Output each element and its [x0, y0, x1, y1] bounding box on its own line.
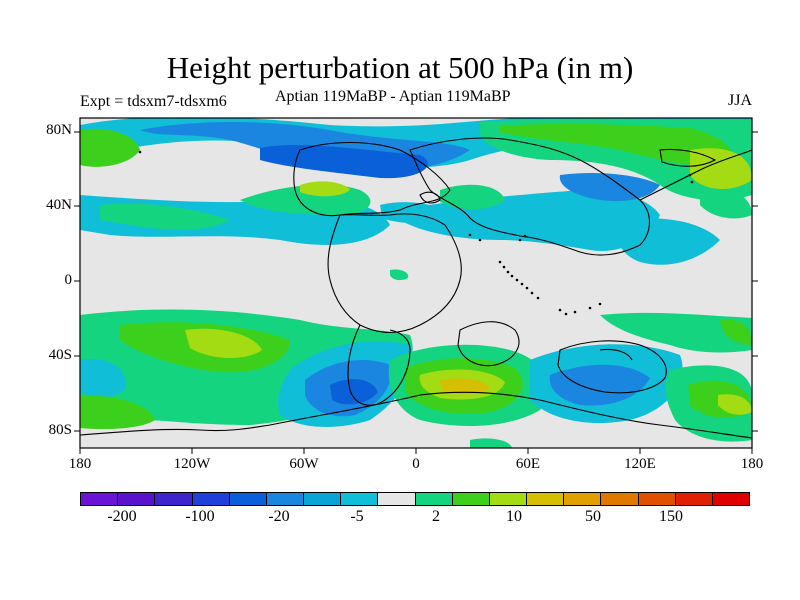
experiment-label: Expt = tdsxm7-tdsxm6: [80, 93, 227, 110]
colorbar-label: -5: [350, 508, 364, 525]
colorbar-label: -200: [107, 508, 137, 525]
colorbar-label: 2: [432, 508, 440, 525]
colorbar-segment: [601, 493, 639, 505]
colorbar-segment: [712, 493, 750, 505]
colorbar-segment: [304, 493, 342, 505]
coastlines: [80, 137, 752, 439]
colorbar-segment: [341, 493, 379, 505]
map-title: Height perturbation at 500 hPa (in m): [166, 50, 634, 85]
colorbar-segment: [638, 493, 676, 505]
period-label: Aptian 119MaBP - Aptian 119MaBP: [275, 88, 511, 105]
colorbar-segment: [118, 493, 156, 505]
island-dots: [138, 150, 694, 316]
colorbar: [80, 492, 750, 506]
lon-tick-label: 120E: [624, 456, 656, 472]
colorbar-segment: [266, 493, 305, 505]
colorbar-label: 150: [659, 508, 683, 525]
colorbar-segment: [192, 493, 230, 505]
season-label: JJA: [727, 92, 752, 109]
lon-tick-label: 60W: [289, 456, 319, 472]
lat-tick-label: 40S: [48, 347, 72, 363]
lat-tick-label: 0: [64, 272, 73, 288]
colorbar-segment: [527, 493, 565, 505]
lat-tick-label: 80S: [48, 422, 72, 438]
lat-tick-label: 80N: [46, 122, 72, 138]
colorbar-label: 50: [585, 508, 601, 525]
colorbar-segment: [229, 493, 267, 505]
colorbar-segment: [81, 493, 119, 505]
colorbar-segment: [489, 493, 528, 505]
colorbar-label: 10: [506, 508, 522, 525]
axis-ticks: [74, 131, 758, 454]
colorbar-segment: [155, 493, 193, 505]
lon-tick-label: 0: [412, 456, 420, 472]
colorbar-label: -20: [268, 508, 290, 525]
colorbar-segment: [675, 493, 713, 505]
lon-tick-label: 120W: [173, 456, 211, 472]
contour-field: [80, 118, 752, 448]
colorbar-label: -100: [185, 508, 215, 525]
lat-tick-label: 40N: [46, 197, 72, 213]
colorbar-segment: [415, 493, 453, 505]
colorbar-segment: [452, 493, 490, 505]
lon-tick-label: 60E: [515, 456, 541, 472]
lon-tick-label: 180: [68, 456, 92, 472]
colorbar-segment: [378, 493, 416, 505]
lon-tick-label: 180: [740, 456, 764, 472]
colorbar-segment: [564, 493, 602, 505]
